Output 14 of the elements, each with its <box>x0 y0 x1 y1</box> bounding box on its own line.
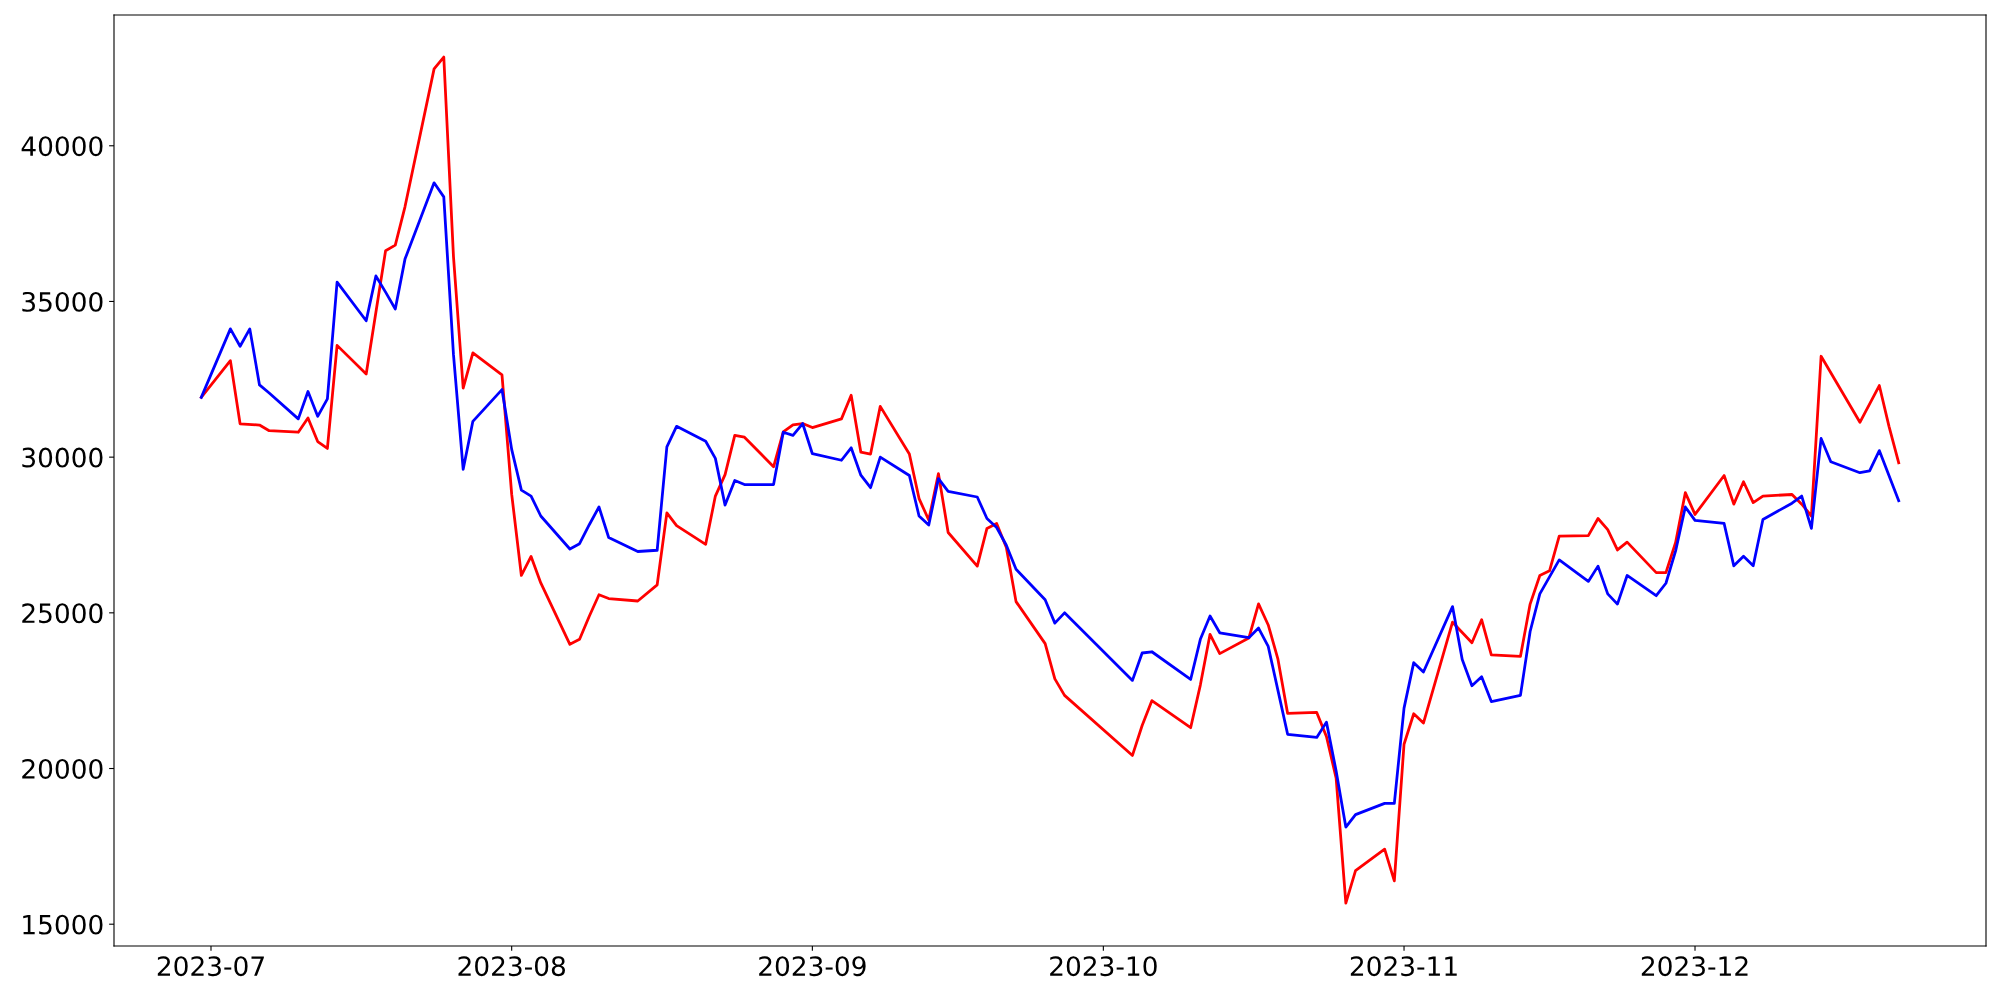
y-tick-label: 35000 <box>22 291 103 312</box>
x-tick-label: 2023-09 <box>759 956 866 977</box>
y-tick-label: 25000 <box>22 603 103 624</box>
x-tick-label: 2023-11 <box>1350 956 1457 977</box>
line-series <box>199 55 1901 905</box>
line-series <box>199 181 1901 829</box>
y-tick-label: 40000 <box>21 136 103 157</box>
y-tick-label: 30000 <box>22 447 103 468</box>
x-tick-label: 2023-10 <box>1050 956 1157 977</box>
y-tick-label: 20000 <box>22 758 103 779</box>
x-tick-label: 2023-08 <box>458 956 565 977</box>
y-tick-label: 15000 <box>23 914 103 935</box>
x-tick-label: 2023-12 <box>1641 956 1748 977</box>
x-tick-label: 2023-07 <box>157 956 264 977</box>
